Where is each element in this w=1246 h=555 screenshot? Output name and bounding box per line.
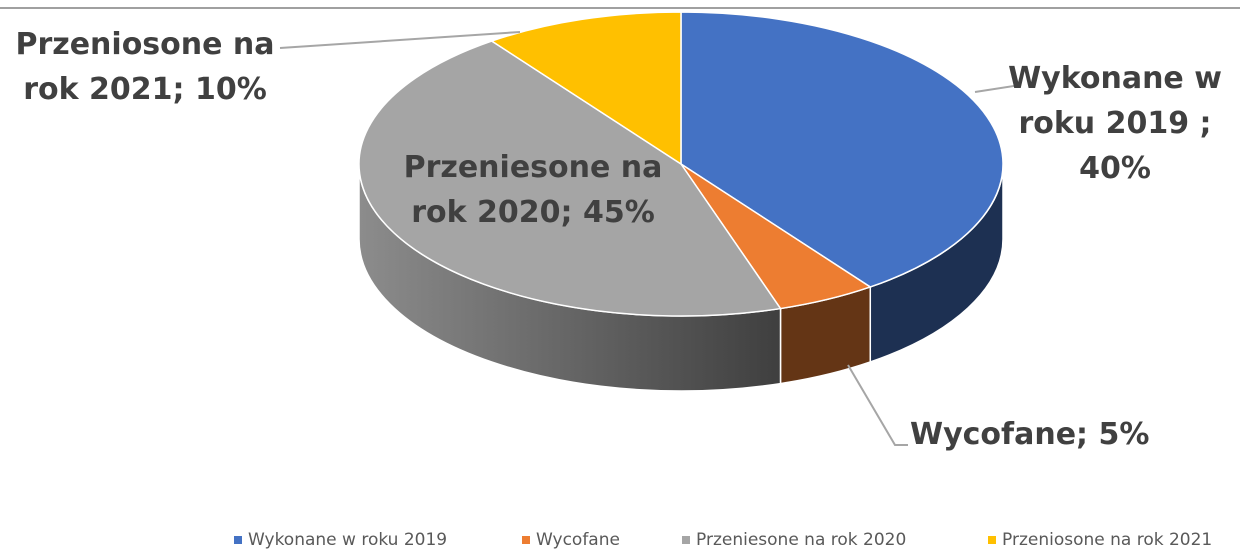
legend-label: Wykonane w roku 2019 <box>248 530 448 550</box>
data-label: Wycofane; 5% <box>910 417 1150 452</box>
legend-label: Przeniesone na rok 2020 <box>696 530 907 550</box>
data-label: Wykonane w roku 2019 ; 40% <box>1008 61 1222 186</box>
legend-swatch <box>682 536 690 544</box>
legend-swatch <box>988 536 996 544</box>
legend-swatch <box>522 536 530 544</box>
legend-item: Przeniosone na rok 2021 <box>988 530 1212 550</box>
leader-line <box>847 364 908 446</box>
data-label: Przeniesone na rok 2020; 45% <box>403 150 663 230</box>
data-label: Przeniosone na rok 2021; 10% <box>15 27 275 107</box>
legend-label: Wycofane <box>536 530 620 550</box>
slice <box>490 11 682 166</box>
slice <box>680 11 1004 288</box>
legend-item: Wykonane w roku 2019 <box>234 530 447 550</box>
legend-item: Przeniesone na rok 2020 <box>682 530 906 550</box>
legend-swatch <box>234 536 242 544</box>
leader-line <box>279 31 521 49</box>
legend-item: Wycofane <box>522 530 620 550</box>
pie <box>358 11 1004 392</box>
slice <box>358 40 782 317</box>
legend-label: Przeniosone na rok 2021 <box>1002 530 1213 550</box>
leader-line <box>974 84 1021 93</box>
